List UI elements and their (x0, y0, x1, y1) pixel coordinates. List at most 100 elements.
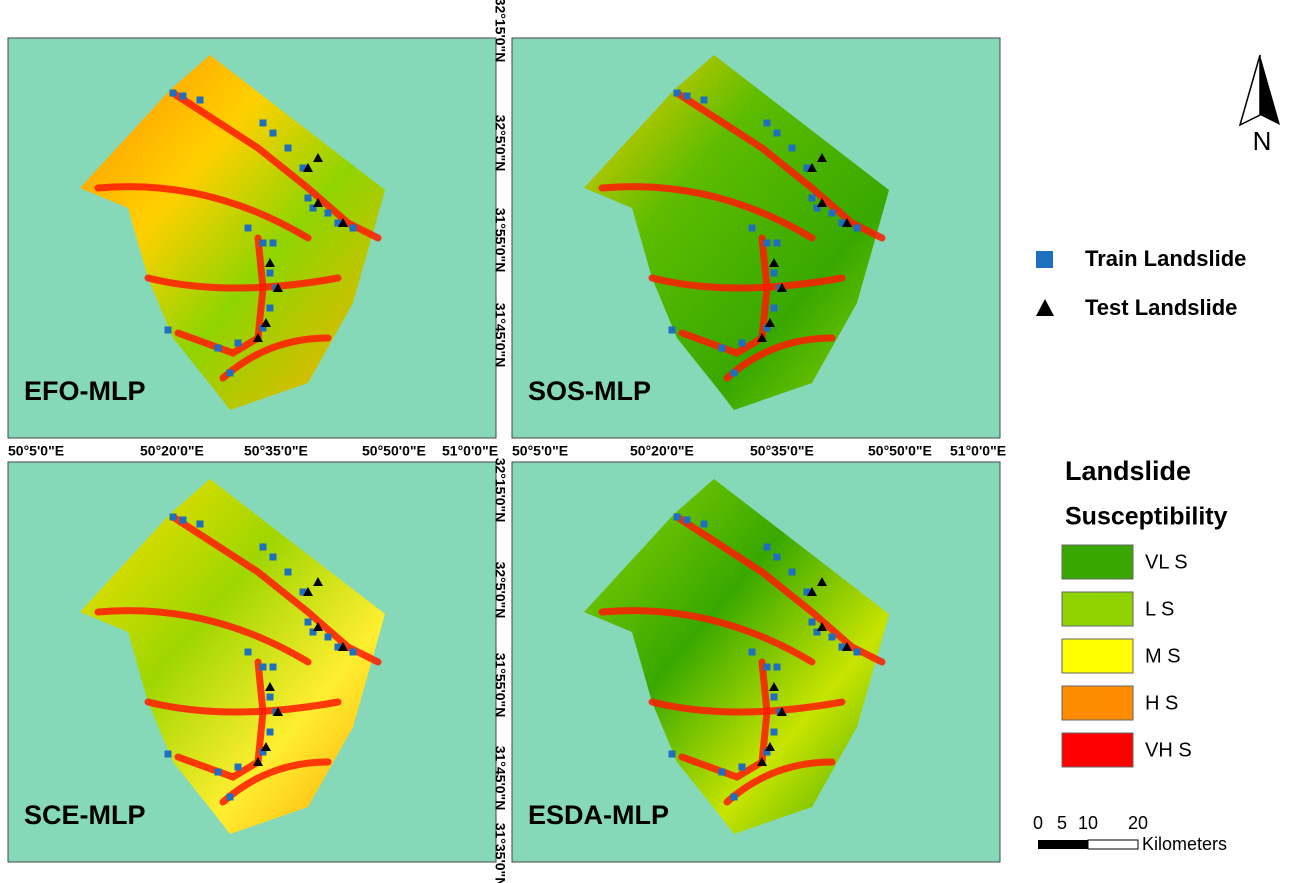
legend-subtitle: Susceptibility (1065, 503, 1228, 531)
scale-label: 0 (1033, 813, 1043, 833)
lat-label: 32°5'0"N (492, 562, 508, 619)
train-landslide (270, 554, 277, 561)
train-landslide (684, 93, 691, 100)
train-landslide (325, 634, 332, 641)
lat-label: 31°45'0"N (492, 746, 508, 811)
train-landslide (789, 145, 796, 152)
train-landslide (170, 514, 177, 521)
train-landslide (684, 517, 691, 524)
legend-title: Landslide (1065, 456, 1191, 486)
train-landslide (267, 729, 274, 736)
lon-label: 51°0'0"E (950, 443, 1006, 459)
train-marker (1036, 251, 1053, 268)
train-landslide (829, 210, 836, 217)
train-landslide (674, 514, 681, 521)
train-landslide (170, 90, 177, 97)
train-landslide (180, 93, 187, 100)
train-landslide (739, 340, 746, 347)
train-landslide (165, 751, 172, 758)
train-landslide (764, 544, 771, 551)
train-landslide (215, 345, 222, 352)
train-landslide (270, 240, 277, 247)
lon-label: 50°50'0"E (362, 443, 426, 459)
train-landslide (260, 544, 267, 551)
train-landslide (305, 195, 312, 202)
lon-label: 50°20'0"E (630, 443, 694, 459)
train-landslide (245, 649, 252, 656)
train-landslide (809, 195, 816, 202)
lon-label: 50°35'0"E (244, 443, 308, 459)
panel-label: SOS-MLP (528, 376, 651, 406)
legend-swatch (1062, 733, 1133, 767)
train-landslide (719, 769, 726, 776)
lat-label: 31°35'0"N (492, 823, 508, 883)
train-landslide (739, 764, 746, 771)
train-landslide (165, 327, 172, 334)
train-landslide (260, 240, 267, 247)
legend-swatch (1062, 592, 1133, 626)
train-landslide (719, 345, 726, 352)
legend: Train Landslide Test Landslide Landslide… (1036, 246, 1246, 767)
train-landslide (260, 120, 267, 127)
train-landslide (325, 210, 332, 217)
lon-label: 50°5'0"E (512, 443, 568, 459)
train-landslide (227, 370, 234, 377)
train-landslide (197, 97, 204, 104)
north-label: N (1253, 126, 1272, 156)
train-landslide (809, 619, 816, 626)
train-landslide (771, 270, 778, 277)
train-landslide (764, 664, 771, 671)
lat-label: 31°55'0"N (492, 208, 508, 273)
train-landslide (350, 225, 357, 232)
panel-label: EFO-MLP (24, 376, 146, 406)
train-landslide (731, 794, 738, 801)
train-landslide (260, 664, 267, 671)
train-landslide (215, 769, 222, 776)
train-landslide (669, 327, 676, 334)
lat-label: 31°45'0"N (492, 303, 508, 368)
train-landslide (749, 649, 756, 656)
lon-label: 50°20'0"E (140, 443, 204, 459)
train-landslide (227, 794, 234, 801)
scale-label: 5 (1057, 813, 1067, 833)
legend-swatch (1062, 639, 1133, 673)
train-landslide (235, 764, 242, 771)
train-landslide (854, 649, 861, 656)
lat-label: 32°5'0"N (492, 115, 508, 172)
legend-class-label: VL S (1145, 551, 1188, 573)
map-panel: ESDA-MLP (512, 462, 1000, 862)
train-landslide (350, 649, 357, 656)
train-landslide (774, 554, 781, 561)
legend-class-label: L S (1145, 598, 1174, 620)
train-landslide (701, 521, 708, 528)
lat-label: 31°55'0"N (492, 653, 508, 718)
lon-label: 50°5'0"E (8, 443, 64, 459)
train-landslide (731, 370, 738, 377)
legend-swatch (1062, 686, 1133, 720)
scale-label: 10 (1078, 813, 1098, 833)
train-landslide (180, 517, 187, 524)
figure: EFO-MLPSOS-MLPSCE-MLPESDA-MLP Train Land… (0, 0, 1305, 883)
test-marker (1036, 299, 1054, 316)
scale-label: 20 (1128, 813, 1148, 833)
train-landslide (267, 270, 274, 277)
legend-class-label: H S (1145, 692, 1178, 714)
train-landslide (771, 305, 778, 312)
train-landslide (789, 569, 796, 576)
train-landslide (245, 225, 252, 232)
train-landslide (701, 97, 708, 104)
lon-label: 51°0'0"E (442, 443, 498, 459)
panel-label: ESDA-MLP (528, 800, 669, 830)
train-landslide (854, 225, 861, 232)
lon-label: 50°35'0"E (750, 443, 814, 459)
train-landslide (674, 90, 681, 97)
train-landslide (774, 664, 781, 671)
train-landslide (829, 634, 836, 641)
train-landslide (285, 569, 292, 576)
train-landslide (764, 120, 771, 127)
train-landslide (267, 305, 274, 312)
map-panel: EFO-MLP (8, 38, 496, 438)
lon-label: 50°50'0"E (868, 443, 932, 459)
train-landslide (771, 729, 778, 736)
